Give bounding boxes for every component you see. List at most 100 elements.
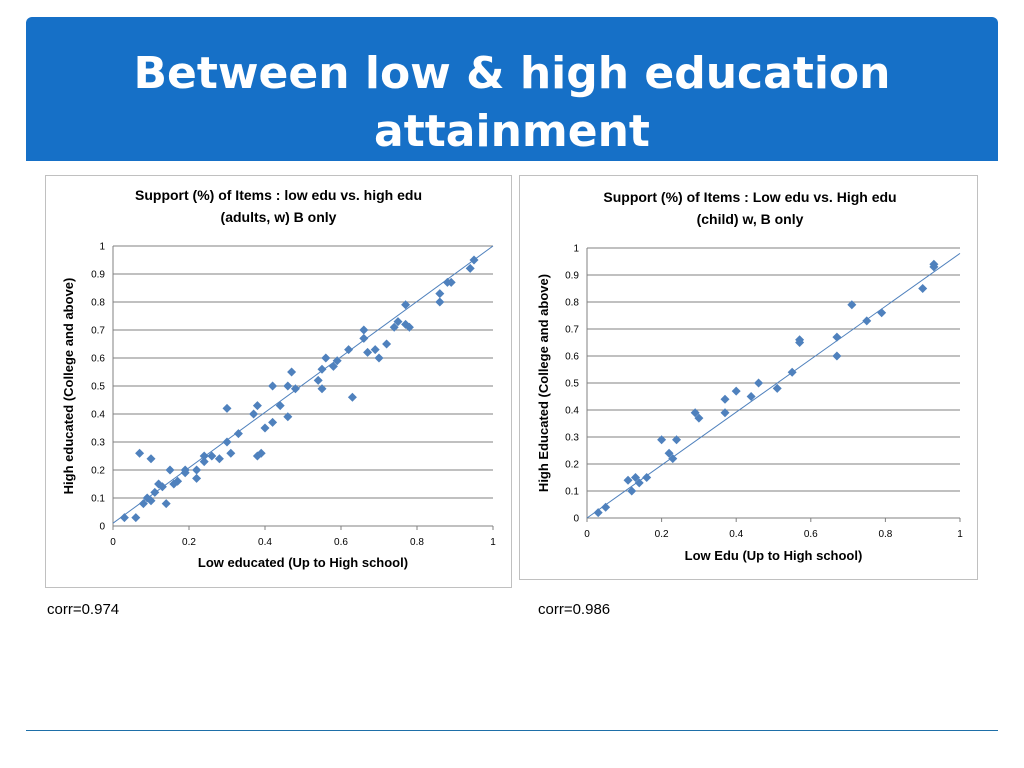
x-axis-label: Low Edu (Up to High school) bbox=[685, 548, 863, 563]
data-point bbox=[146, 496, 156, 506]
data-point bbox=[847, 300, 857, 310]
x-tick-label: 0.2 bbox=[655, 529, 669, 540]
data-point bbox=[165, 465, 175, 475]
x-tick-label: 1 bbox=[490, 537, 496, 548]
data-point bbox=[290, 384, 300, 394]
data-point bbox=[157, 482, 167, 492]
data-point bbox=[317, 384, 327, 394]
data-point bbox=[222, 403, 232, 413]
data-point bbox=[627, 486, 637, 496]
x-tick-label: 0.8 bbox=[878, 529, 892, 540]
y-tick-label: 0.1 bbox=[91, 494, 105, 505]
y-tick-label: 0 bbox=[573, 514, 579, 525]
y-tick-label: 0.1 bbox=[565, 487, 579, 498]
data-point bbox=[465, 263, 475, 273]
data-point bbox=[672, 435, 682, 445]
data-point bbox=[321, 353, 331, 363]
data-point bbox=[435, 289, 445, 299]
data-point bbox=[146, 454, 156, 464]
data-point bbox=[359, 325, 369, 335]
data-point bbox=[772, 383, 782, 393]
y-tick-label: 0.5 bbox=[565, 379, 579, 390]
y-tick-label: 0.6 bbox=[565, 352, 579, 363]
chart-title-line-2: (child) w, B only bbox=[696, 211, 804, 227]
y-tick-label: 0.6 bbox=[91, 354, 105, 365]
y-tick-label: 0.9 bbox=[91, 270, 105, 281]
data-point bbox=[268, 417, 278, 427]
data-point bbox=[119, 513, 129, 523]
data-point bbox=[283, 412, 293, 422]
chart-title: Support (%) of Items : Low edu vs. High … bbox=[580, 186, 920, 230]
data-point bbox=[634, 478, 644, 488]
data-point bbox=[754, 378, 764, 388]
chart-plot: 0 0.1 0.2 0.3 0.4 0.5 0.6 0.7 0.8 0.9 1 0 0.2 0.4 0.6 0… bbox=[61, 242, 496, 571]
data-point bbox=[664, 448, 674, 458]
y-tick-label: 0.9 bbox=[565, 271, 579, 282]
data-point bbox=[877, 308, 887, 318]
data-point bbox=[287, 367, 297, 377]
data-point bbox=[690, 408, 700, 418]
data-point bbox=[929, 262, 939, 272]
data-point bbox=[233, 429, 243, 439]
data-point bbox=[256, 448, 266, 458]
y-axis-label: High educated (College and above) bbox=[61, 278, 76, 495]
data-point bbox=[214, 454, 224, 464]
data-point bbox=[601, 502, 611, 512]
data-point bbox=[630, 473, 640, 482]
data-point bbox=[173, 476, 183, 486]
data-point bbox=[249, 409, 259, 419]
data-point bbox=[135, 448, 145, 458]
x-tick-label: 0.6 bbox=[804, 529, 818, 540]
data-point bbox=[787, 367, 797, 377]
data-point bbox=[161, 499, 171, 509]
data-point bbox=[199, 451, 209, 461]
data-point bbox=[795, 335, 805, 345]
data-point bbox=[694, 413, 704, 423]
x-tick-label: 0 bbox=[110, 537, 116, 548]
data-point bbox=[260, 423, 270, 433]
data-point bbox=[832, 332, 842, 342]
data-point bbox=[593, 508, 603, 518]
y-tick-label: 0.8 bbox=[91, 298, 105, 309]
x-tick-label: 0.2 bbox=[182, 537, 196, 548]
data-point bbox=[401, 300, 411, 310]
corr-left-label: corr=0.974 bbox=[47, 601, 120, 618]
scatter-chart-child: Support (%) of Items : Low edu vs. High … bbox=[519, 175, 978, 580]
trend-line bbox=[586, 252, 961, 519]
data-point bbox=[446, 277, 456, 287]
data-point bbox=[363, 347, 373, 357]
y-tick-label: 1 bbox=[573, 244, 579, 255]
y-tick-label: 0.4 bbox=[565, 406, 579, 417]
y-axis-label: High Educated (College and above) bbox=[536, 274, 551, 492]
data-point bbox=[192, 473, 202, 483]
data-point bbox=[435, 297, 445, 307]
chart-title-line-1: Support (%) of Items : Low edu vs. High … bbox=[603, 189, 897, 205]
data-point bbox=[918, 284, 928, 293]
x-tick-label: 0 bbox=[584, 529, 590, 540]
y-tick-label: 0.7 bbox=[91, 326, 105, 337]
data-point bbox=[832, 351, 842, 361]
chart-title-line-2: (adults, w) B only bbox=[220, 209, 337, 225]
data-point bbox=[393, 317, 403, 327]
chart-plot: 0 0.1 0.2 0.3 0.4 0.5 0.6 0.7 0.8 0.9 1 0 0.2 0.4 0.6 0… bbox=[536, 244, 963, 564]
x-tick-label: 0.4 bbox=[729, 529, 743, 540]
data-point bbox=[374, 353, 384, 363]
data-point bbox=[199, 457, 209, 467]
chart-title: Support (%) of Items : low edu vs. high … bbox=[126, 184, 431, 228]
data-point bbox=[642, 473, 652, 482]
data-point bbox=[862, 316, 872, 326]
trend-line bbox=[112, 245, 494, 524]
data-point bbox=[657, 435, 667, 445]
data-point bbox=[154, 479, 164, 489]
y-tick-label: 0 bbox=[99, 522, 105, 533]
data-point bbox=[344, 345, 354, 355]
data-point bbox=[313, 375, 323, 385]
data-point bbox=[382, 339, 392, 349]
data-point bbox=[222, 437, 232, 447]
y-tick-label: 0.2 bbox=[91, 466, 105, 477]
y-tick-label: 0.2 bbox=[565, 460, 579, 471]
y-tick-label: 0.8 bbox=[565, 298, 579, 309]
data-point bbox=[370, 345, 380, 355]
x-tick-label: 0.6 bbox=[334, 537, 348, 548]
y-tick-label: 0.5 bbox=[91, 382, 105, 393]
